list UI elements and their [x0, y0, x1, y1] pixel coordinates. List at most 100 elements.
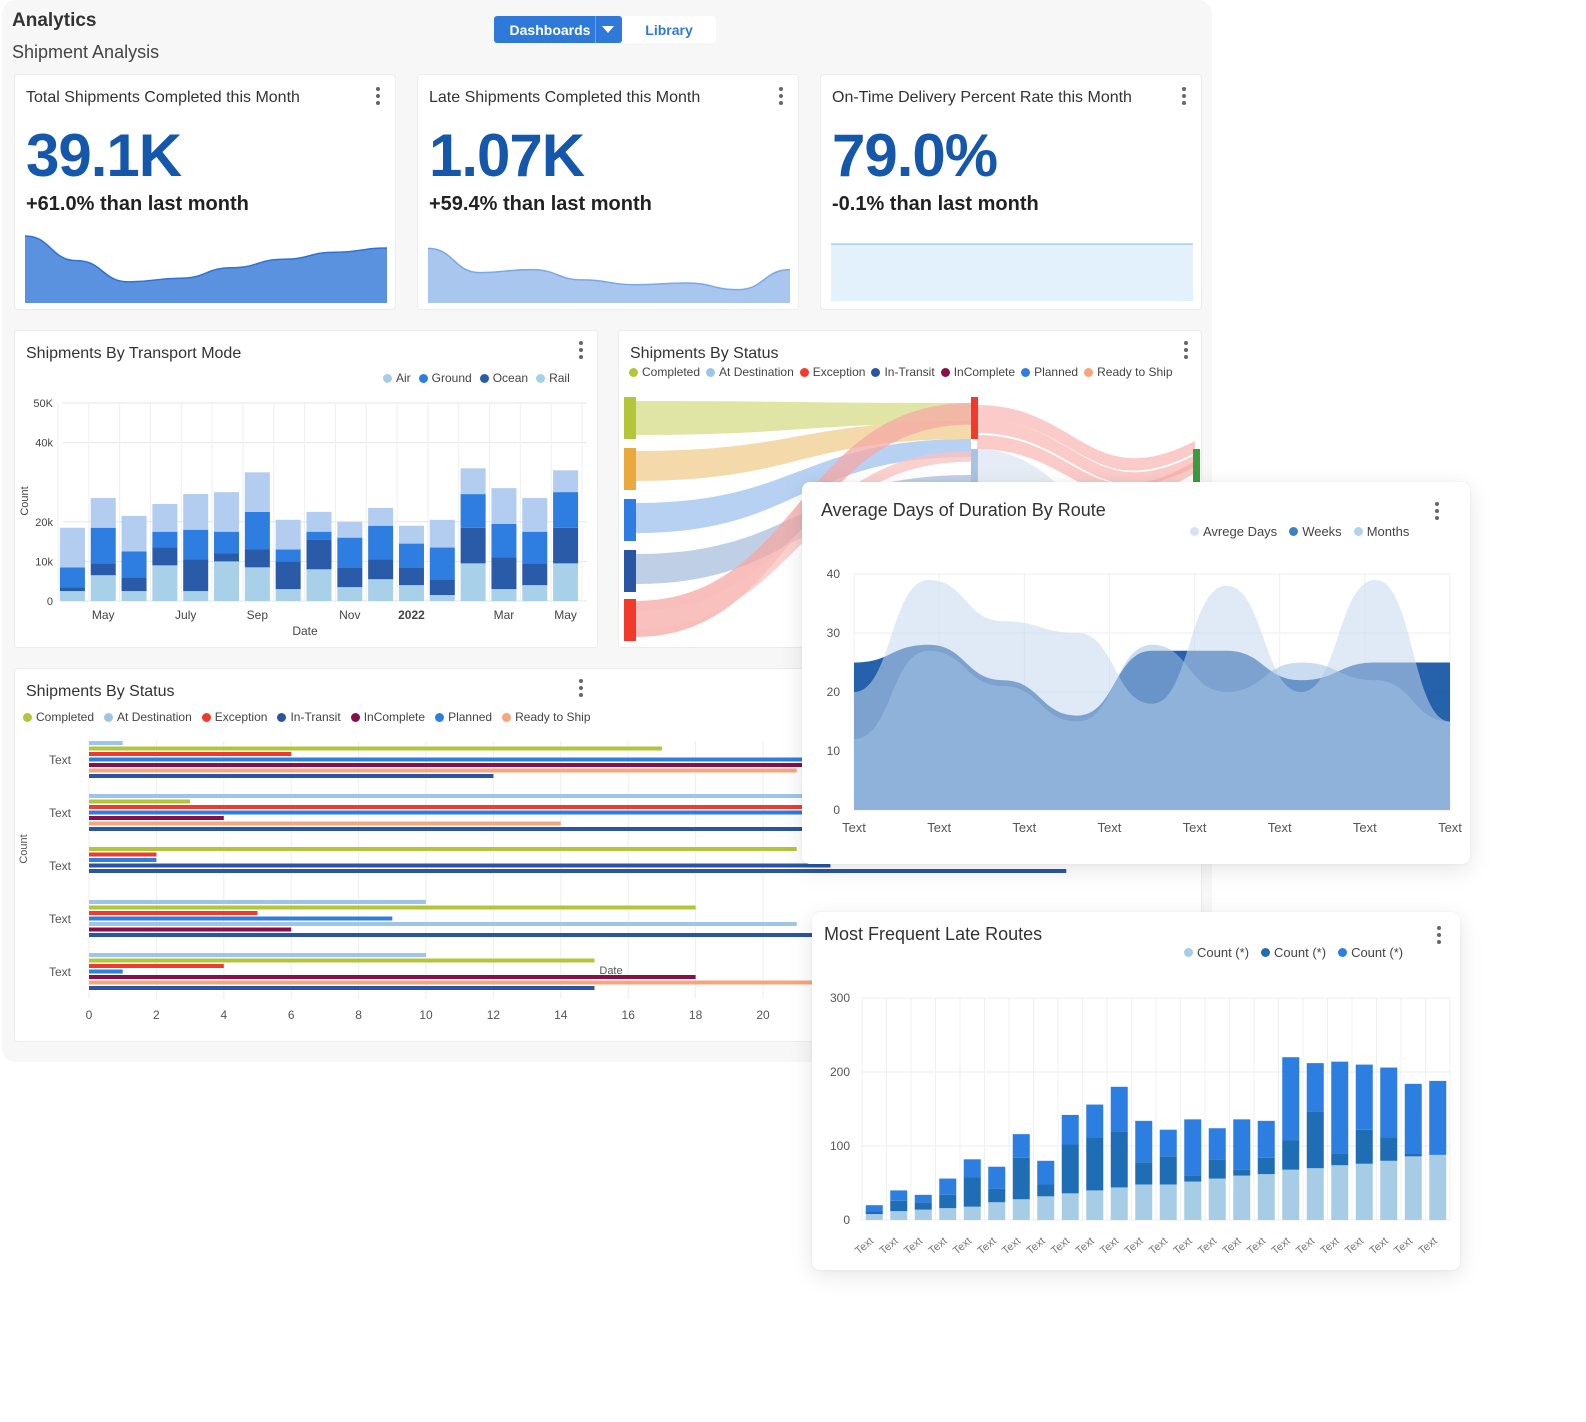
kpi-sparkline [831, 243, 1193, 301]
transport-mode-chart: 0 10k 20k 40k 50K May July Sep Nov 2022 Mar May Date… [19, 398, 587, 638]
legend-item[interactable]: Months [1353, 524, 1410, 539]
x-tick-label: 0 [86, 1008, 93, 1022]
legend-item[interactable]: Exception [799, 365, 865, 379]
x-tick-label: Text [1353, 820, 1377, 835]
bar [89, 916, 393, 921]
bar-segment [152, 531, 178, 548]
y-tick-label: Text [49, 859, 72, 873]
more-options-icon[interactable] [375, 87, 381, 107]
bar-segment [59, 591, 85, 601]
x-tick-label: 8 [355, 1008, 362, 1022]
x-tick-label: 14 [554, 1008, 568, 1022]
legend-item[interactable]: Exception [201, 710, 267, 724]
legend-label: Rail [549, 371, 570, 385]
y-tick-label: 100 [830, 1139, 850, 1153]
bar [89, 953, 426, 957]
legend-item[interactable]: Ready to Ship [1084, 365, 1173, 379]
bar-segment [90, 498, 116, 528]
tab-dashboards[interactable]: Dashboards [494, 16, 622, 43]
legend-item[interactable]: Planned [1021, 365, 1078, 379]
legend-label: Months [1366, 524, 1410, 539]
legend-label: InComplete [953, 365, 1016, 379]
bar-segment [183, 529, 209, 560]
duration-route-chart: 0 10 20 30 40 Text Text Text Text Text Text Text Tex… [827, 567, 1463, 835]
legend-item[interactable]: Completed [23, 710, 94, 724]
x-tick-label: Text [853, 1235, 876, 1257]
bar-segment [1257, 1120, 1275, 1158]
bar-segment [59, 567, 85, 588]
legend-item[interactable]: Ocean [479, 371, 528, 385]
more-options-icon[interactable] [1181, 87, 1187, 107]
bar [89, 911, 258, 915]
tab-library[interactable]: Library [622, 16, 716, 43]
legend-item[interactable]: At Destination [706, 365, 794, 379]
bar-segment [460, 494, 486, 528]
bar-segment [1404, 1156, 1422, 1220]
legend-item[interactable]: Ground [418, 371, 472, 385]
bar-segment [90, 575, 116, 601]
legend-item[interactable]: Weeks [1289, 524, 1342, 539]
bar-segment [963, 1177, 981, 1207]
bar-segment [865, 1205, 883, 1212]
x-tick-label: Text [1147, 1235, 1170, 1257]
chart-title: Shipments By Status [630, 345, 779, 362]
more-options-icon[interactable] [578, 341, 584, 361]
legend-item[interactable]: At Destination [104, 710, 192, 724]
bar-segment [1233, 1119, 1251, 1170]
bar-segment [275, 561, 301, 590]
more-options-icon[interactable] [578, 679, 584, 699]
bar-segment [1404, 1083, 1422, 1154]
bar-segment [865, 1214, 883, 1220]
legend-item[interactable]: In-Transit [277, 710, 341, 724]
x-tick-label: 2 [153, 1008, 160, 1022]
sankey-node [624, 550, 636, 592]
legend-item[interactable]: Avrege Days [1190, 524, 1277, 539]
legend-item[interactable]: Air [383, 371, 411, 385]
legend-item[interactable]: InComplete [350, 710, 425, 724]
x-tick-label: 20 [756, 1008, 770, 1022]
legend-item[interactable]: In-Transit [871, 365, 935, 379]
bar [89, 858, 157, 862]
legend-item[interactable]: Completed [629, 365, 700, 379]
legend-item[interactable]: Ready to Ship [502, 710, 591, 724]
x-tick-label: 18 [689, 1008, 703, 1022]
bar-segment [1012, 1134, 1030, 1158]
kpi-value: 39.1K [26, 122, 182, 189]
legend-item[interactable]: Count (*) [1261, 945, 1326, 960]
sankey-node [624, 599, 636, 641]
bar [89, 805, 831, 809]
legend-item[interactable]: Count (*) [1184, 945, 1249, 960]
bar-segment [963, 1206, 981, 1220]
bar-segment [1184, 1119, 1202, 1176]
bar-segment [1012, 1199, 1030, 1220]
kpi-title: Total Shipments Completed this Month [26, 89, 300, 106]
bar-segment [1086, 1137, 1104, 1191]
chart-legend: Completed At Destination Exception In-Tr… [629, 365, 1179, 379]
bar-segment [90, 527, 116, 564]
bar-segment [214, 492, 240, 532]
bar-segment [1159, 1156, 1177, 1185]
more-options-icon[interactable] [778, 87, 784, 107]
bar-segment [988, 1202, 1006, 1220]
x-tick-label: Text [1049, 1235, 1072, 1257]
y-tick-label: Text [49, 965, 72, 979]
bar-segment [522, 585, 548, 601]
sankey-flow [635, 401, 971, 435]
y-tick-label: 40k [35, 438, 53, 450]
legend-item[interactable]: InComplete [940, 365, 1016, 379]
x-tick-label: Nov [339, 608, 360, 622]
y-axis-label: Count [19, 486, 31, 515]
more-options-icon[interactable] [1183, 341, 1189, 361]
bar-segment [1331, 1153, 1349, 1166]
legend-item[interactable]: Count (*) [1338, 945, 1403, 960]
more-options-icon[interactable] [1434, 502, 1440, 522]
transport-mode-card: Shipments By Transport Mode Air Ground O… [14, 330, 598, 648]
caret-down-icon[interactable] [602, 26, 614, 33]
x-tick-label: 16 [622, 1008, 636, 1022]
legend-item[interactable]: Planned [435, 710, 492, 724]
legend-label: In-Transit [290, 710, 341, 724]
more-options-icon[interactable] [1436, 926, 1442, 946]
bar [89, 821, 561, 826]
legend-item[interactable]: Rail [536, 371, 570, 385]
